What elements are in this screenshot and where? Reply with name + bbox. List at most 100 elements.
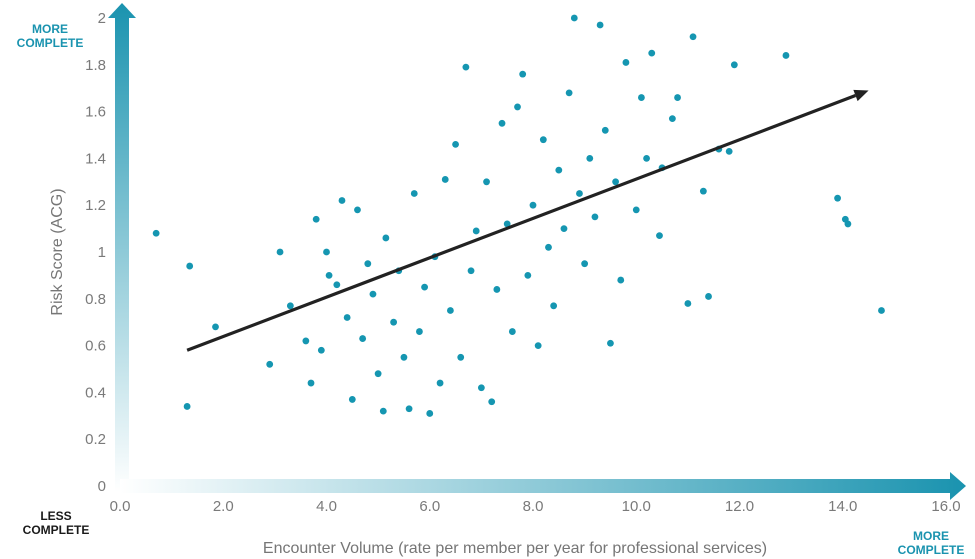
data-point bbox=[591, 213, 599, 221]
y-tick-label: 0 bbox=[98, 478, 106, 495]
data-point bbox=[312, 215, 320, 223]
data-point bbox=[581, 260, 589, 268]
data-point bbox=[369, 290, 377, 298]
data-point bbox=[488, 398, 496, 406]
data-point bbox=[374, 370, 382, 378]
data-point bbox=[503, 220, 511, 228]
data-point bbox=[152, 229, 160, 237]
y-axis-gradient-arrow bbox=[108, 3, 136, 492]
data-point bbox=[405, 405, 413, 413]
data-point bbox=[379, 407, 387, 415]
data-point bbox=[878, 307, 885, 314]
data-point bbox=[622, 59, 630, 66]
data-point bbox=[674, 94, 681, 101]
data-point bbox=[782, 52, 790, 59]
data-point bbox=[725, 147, 733, 155]
data-point bbox=[441, 176, 449, 183]
data-point bbox=[550, 302, 558, 310]
data-point bbox=[276, 248, 284, 256]
data-point bbox=[436, 379, 444, 387]
y-tick-label: 0.2 bbox=[85, 431, 106, 448]
data-point bbox=[565, 89, 573, 97]
y-tick-label: 1.4 bbox=[85, 150, 106, 167]
data-point bbox=[498, 119, 506, 127]
data-point bbox=[183, 403, 191, 410]
x-tick-label: 2.0 bbox=[213, 498, 234, 515]
data-point bbox=[596, 21, 604, 29]
y-axis-more-complete-label: MORE COMPLETE bbox=[16, 22, 84, 50]
x-tick-label: 6.0 bbox=[419, 498, 440, 515]
x-axis-less-complete-label: LESS COMPLETE bbox=[22, 509, 90, 537]
data-point bbox=[834, 194, 841, 202]
data-point bbox=[648, 49, 656, 57]
data-point bbox=[668, 115, 676, 123]
data-point bbox=[416, 328, 423, 335]
data-point bbox=[338, 197, 346, 204]
x-tick-label: 4.0 bbox=[316, 498, 337, 515]
data-point bbox=[400, 353, 408, 361]
data-point bbox=[307, 379, 315, 387]
x-tick-label: 12.0 bbox=[725, 498, 754, 515]
data-point bbox=[186, 262, 194, 270]
data-point bbox=[493, 286, 501, 293]
data-point bbox=[472, 227, 480, 235]
data-point bbox=[286, 302, 294, 310]
data-point bbox=[323, 248, 330, 256]
data-point bbox=[343, 314, 351, 321]
x-tick-label: 16.0 bbox=[931, 498, 960, 515]
data-point bbox=[576, 190, 583, 197]
data-point bbox=[212, 323, 219, 331]
data-point bbox=[421, 283, 428, 291]
data-point bbox=[705, 293, 712, 300]
data-point bbox=[612, 178, 619, 186]
y-tick-label: 2 bbox=[98, 10, 106, 27]
data-point bbox=[483, 178, 490, 186]
data-point bbox=[607, 339, 614, 347]
data-point bbox=[524, 272, 532, 279]
data-point bbox=[426, 410, 434, 417]
x-tick-label: 14.0 bbox=[828, 498, 857, 515]
data-point bbox=[457, 353, 465, 361]
data-point bbox=[364, 260, 372, 268]
data-point bbox=[689, 33, 697, 41]
data-point bbox=[390, 318, 398, 326]
data-point bbox=[545, 243, 552, 251]
trend-arrowhead bbox=[853, 89, 869, 102]
data-point bbox=[302, 337, 310, 345]
data-point bbox=[632, 206, 640, 214]
data-point bbox=[601, 126, 609, 134]
x-tick-label: 8.0 bbox=[523, 498, 544, 515]
trend-line bbox=[186, 94, 857, 352]
data-point bbox=[560, 225, 568, 233]
data-point bbox=[348, 396, 356, 403]
y-tick-label: 1.6 bbox=[85, 104, 106, 121]
data-point bbox=[656, 232, 663, 240]
data-point bbox=[333, 281, 341, 289]
data-point bbox=[354, 206, 361, 214]
data-point bbox=[638, 94, 645, 101]
x-axis-gradient-arrow bbox=[120, 472, 966, 500]
y-tick-label: 0.8 bbox=[85, 291, 106, 308]
data-point bbox=[410, 190, 418, 197]
data-point bbox=[529, 201, 537, 209]
data-point bbox=[519, 70, 527, 78]
data-point bbox=[452, 140, 459, 148]
data-point bbox=[534, 342, 542, 349]
data-point bbox=[539, 136, 547, 144]
data-point bbox=[730, 61, 738, 69]
data-point bbox=[325, 272, 333, 279]
data-point bbox=[555, 166, 563, 174]
y-tick-label: 0.4 bbox=[85, 384, 106, 401]
data-point bbox=[477, 384, 485, 392]
x-tick-label: 0.0 bbox=[110, 498, 131, 515]
y-tick-label: 1.2 bbox=[85, 197, 106, 214]
data-point bbox=[467, 267, 475, 275]
data-point bbox=[684, 300, 692, 307]
data-point bbox=[462, 63, 470, 71]
y-axis-title: Risk Score (ACG) bbox=[49, 188, 66, 316]
data-point bbox=[508, 328, 516, 335]
x-axis-more-complete-label: MORE COMPLETE bbox=[897, 529, 965, 557]
data-point bbox=[570, 14, 578, 22]
